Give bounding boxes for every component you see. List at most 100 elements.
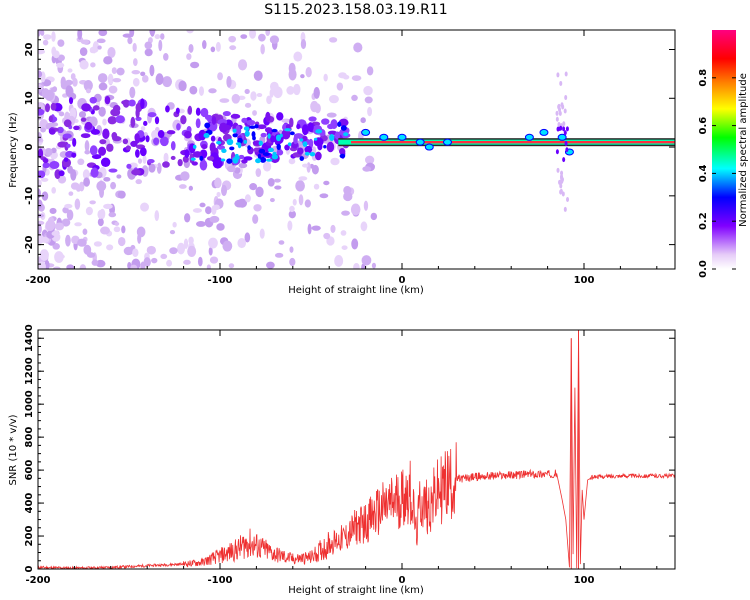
heatmap-cell [230, 113, 241, 119]
heatmap-cell [524, 133, 534, 141]
heatmap-cell [353, 42, 363, 53]
heatmap-cell [266, 95, 272, 105]
heatmap-cell [72, 77, 78, 87]
heatmap-cell [133, 58, 138, 67]
heatmap-cell [169, 230, 176, 235]
heatmap-cell [306, 162, 311, 173]
heatmap-cell [146, 245, 156, 255]
heatmap-cell [38, 132, 42, 142]
heatmap-cell [56, 62, 65, 68]
heatmap-cell [110, 181, 117, 190]
heatmap-cell [80, 117, 87, 122]
heatmap-cell [131, 69, 141, 75]
heatmap-cell [199, 159, 208, 171]
heatmap-cell [555, 110, 559, 116]
heatmap-cell [323, 232, 331, 240]
heatmap-cell [365, 155, 375, 165]
heatmap-cell [266, 261, 275, 269]
heatmap-cell [89, 145, 98, 156]
heatmap-cell [327, 130, 338, 135]
heatmap-cell [267, 147, 274, 153]
heatmap-cell [562, 121, 566, 127]
heatmap-cell [366, 66, 374, 76]
heatmap-cell [38, 148, 44, 159]
heatmap-cell [49, 160, 60, 170]
heatmap-cell [238, 162, 248, 169]
heatmap-cell [38, 87, 42, 93]
heatmap-cell [556, 167, 560, 173]
heatmap-cell [192, 151, 202, 158]
heatmap-cell [55, 254, 65, 260]
heatmap-cell [41, 88, 50, 99]
heatmap-cell [343, 132, 349, 137]
heatmap-cell [253, 147, 260, 153]
heatmap-cell [198, 86, 205, 96]
heatmap-cell [65, 85, 73, 97]
heatmap-cell [98, 106, 106, 117]
heatmap-cell [85, 206, 93, 216]
heatmap-cell [364, 96, 373, 104]
heatmap-cell [154, 210, 160, 222]
x-tick-label: 100 [574, 575, 595, 586]
heatmap-cell [304, 151, 310, 156]
heatmap-cell [72, 137, 77, 147]
heatmap-cell [98, 30, 108, 37]
heatmap-cell [557, 121, 561, 127]
heatmap-cell [209, 142, 216, 153]
heatmap-cell [314, 151, 322, 161]
heatmap-cell [253, 70, 263, 81]
x-tick-label: -100 [207, 275, 232, 286]
heatmap-cell [232, 156, 239, 164]
heatmap-cell [315, 129, 323, 134]
heatmap-cell [175, 107, 180, 115]
spectrogram-ylabel: Frequency (Hz) [8, 112, 19, 188]
heatmap-cell [249, 125, 257, 129]
heatmap-cell [131, 169, 141, 176]
heatmap-cell [232, 128, 237, 133]
heatmap-cell [107, 73, 114, 85]
heatmap-cell [98, 146, 107, 156]
heatmap-cell [89, 96, 98, 104]
heatmap-cell [90, 62, 96, 68]
heatmap-cell [176, 123, 181, 131]
heatmap-cell [241, 117, 248, 124]
heatmap-cell [91, 45, 97, 54]
heatmap-cell [206, 264, 211, 269]
heatmap-cell [271, 128, 278, 133]
heatmap-cell [187, 245, 197, 257]
colorbar-ticks: 0.0 0.2 0.4 0.6 0.8 [698, 69, 736, 278]
heatmap-cell [302, 141, 308, 147]
heatmap-cell [304, 199, 311, 208]
heatmap-cell [563, 206, 567, 212]
heatmap-cell [243, 139, 248, 144]
heatmap-cell [334, 131, 341, 140]
heatmap-cell [45, 103, 50, 113]
heatmap-cell [130, 116, 136, 128]
heatmap-cell [563, 130, 567, 136]
heatmap-cell [115, 115, 125, 124]
heatmap-cell [222, 110, 231, 117]
snr-series-line [38, 330, 675, 569]
heatmap-cell [39, 249, 49, 261]
heatmap-cell [108, 212, 117, 218]
heatmap-cell [96, 180, 107, 192]
heatmap-cell [271, 154, 279, 160]
heatmap-cell [300, 38, 307, 50]
heatmap-cell [363, 85, 373, 96]
heatmap-cell [362, 166, 372, 172]
heatmap-cell [151, 257, 158, 264]
heatmap-cell [216, 141, 222, 145]
x-tick-label: 0 [399, 275, 406, 286]
heatmap-cell [351, 238, 359, 250]
y-tick-label: 1400 [24, 324, 35, 352]
heatmap-cell [160, 253, 168, 260]
heatmap-cell [296, 123, 301, 130]
heatmap-cell [204, 122, 211, 129]
heatmap-cell [80, 133, 91, 139]
heatmap-cell [317, 142, 323, 151]
heatmap-cell [565, 126, 569, 132]
heatmap-cell [307, 223, 312, 235]
heatmap-cell [210, 46, 216, 53]
heatmap-cell [62, 206, 69, 214]
